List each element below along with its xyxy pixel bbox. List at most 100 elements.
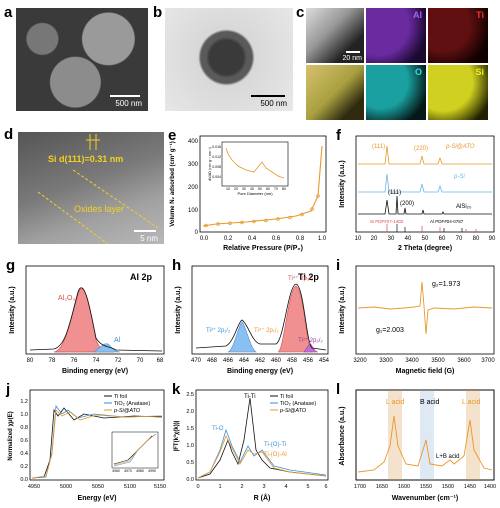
svg-text:80: 80: [473, 236, 480, 242]
svg-text:4: 4: [284, 484, 287, 490]
eds-map-overlay: [306, 65, 364, 120]
svg-text:Magnetic field (G): Magnetic field (G): [396, 368, 455, 375]
svg-text:1.0: 1.0: [186, 443, 194, 449]
panel-h: h Ti 2p Intensity (a.u.) Ti³⁺ 2p₁/₂ Ti⁴⁺…: [170, 256, 332, 378]
svg-text:1.0: 1.0: [318, 236, 327, 242]
svg-text:Ti foil: Ti foil: [280, 394, 293, 400]
xps-al-chart: g Al 2p Intensity (a.u.) Al₂O₃ Al 80 78 …: [6, 257, 165, 375]
svg-text:300: 300: [188, 162, 199, 168]
svg-text:Ti³⁺ 2p₃/₂: Ti³⁺ 2p₃/₂: [298, 337, 323, 344]
eds-map-al: Al: [366, 8, 426, 63]
svg-text:4970: 4970: [124, 469, 132, 473]
exafs-chart: k |FT(k³χ(k))| 0.0 0.5 1.0 1.5 2.0 2.5 T…: [172, 381, 329, 502]
panel-label-j: j: [5, 381, 10, 398]
eds-map-o: O: [366, 65, 426, 120]
epr-chart: i Intensity (a.u.) g₂=1.973 g₁=2.003 320…: [336, 257, 495, 375]
e-xlabel: Relative Pressure (P/P₀): [223, 245, 303, 252]
xrd-chart: f Intensity (a.u.) 10 20 30 40 50 60 70 …: [336, 127, 496, 252]
svg-text:Ti foil: Ti foil: [114, 394, 127, 400]
svg-text:3400: 3400: [405, 358, 419, 364]
svg-text:0.0: 0.0: [186, 477, 194, 483]
panel-d: d Si d(111)=0.31 nm Oxides layer 5 nm: [4, 126, 164, 246]
panel-label-h: h: [172, 257, 181, 274]
f-ylabel: Intensity (a.u.): [339, 160, 346, 207]
hrtem-image: Si d(111)=0.31 nm Oxides layer 5 nm: [18, 132, 164, 244]
svg-text:TiO₂ (Anatase): TiO₂ (Anatase): [280, 401, 316, 407]
panel-label-e: e: [168, 127, 176, 144]
haadf-image: 20 nm: [306, 8, 364, 63]
svg-text:80: 80: [282, 187, 286, 191]
svg-text:1500: 1500: [442, 484, 454, 490]
svg-text:4990: 4990: [148, 469, 156, 473]
svg-text:Ti⁴⁺ 2p₁/₂: Ti⁴⁺ 2p₁/₂: [254, 327, 280, 334]
svg-text:5000: 5000: [60, 484, 72, 490]
svg-text:(220): (220): [414, 146, 428, 152]
svg-text:Intensity (a.u.): Intensity (a.u.): [9, 286, 16, 333]
panel-label-i: i: [336, 257, 340, 274]
svg-text:10: 10: [355, 236, 362, 242]
oxide-layer-label: Oxides layer: [74, 204, 125, 214]
panel-j: j Normalized χμ(E) 0.0 0.2 0.4 0.6 0.8 1…: [4, 380, 168, 506]
svg-text:1450: 1450: [464, 484, 476, 490]
svg-text:0: 0: [195, 230, 199, 236]
panel-label-g: g: [6, 257, 15, 274]
svg-text:Si PDF#27-1402: Si PDF#27-1402: [370, 219, 404, 224]
svg-text:30: 30: [242, 187, 246, 191]
svg-text:72: 72: [115, 358, 122, 364]
svg-text:Binding energy (eV): Binding energy (eV): [227, 368, 293, 375]
svg-text:1: 1: [218, 484, 221, 490]
svg-text:L+B acid: L+B acid: [436, 454, 460, 460]
svg-text:0.6: 0.6: [272, 236, 281, 242]
panel-label-k: k: [172, 381, 181, 398]
svg-text:5150: 5150: [154, 484, 166, 490]
svg-text:3200: 3200: [353, 358, 367, 364]
svg-text:p-Si@ATO: p-Si@ATO: [279, 408, 307, 414]
svg-text:0.2: 0.2: [224, 236, 233, 242]
svg-text:Intensity (a.u.): Intensity (a.u.): [339, 286, 346, 333]
svg-text:(111): (111): [372, 144, 385, 150]
eds-map-ti: Ti: [428, 8, 488, 63]
panel-f: f Intensity (a.u.) 10 20 30 40 50 60 70 …: [334, 126, 498, 256]
panel-c: c 20 nm Al Ti O Si: [296, 4, 496, 122]
svg-text:0.004: 0.004: [212, 175, 221, 179]
svg-text:462: 462: [255, 358, 266, 364]
pyridine-ir-chart: l Absorbance (a.u.) L acid B acid L acid…: [336, 381, 496, 502]
svg-text:70: 70: [456, 236, 463, 242]
svg-text:0.8: 0.8: [20, 425, 28, 431]
svg-text:1650: 1650: [376, 484, 388, 490]
svg-text:Wavenumber (cm⁻¹): Wavenumber (cm⁻¹): [392, 495, 458, 502]
panel-k: k |FT(k³χ(k))| 0.0 0.5 1.0 1.5 2.0 2.5 T…: [170, 380, 332, 506]
scale-label-a: 500 nm: [115, 99, 142, 108]
svg-text:458: 458: [287, 358, 298, 364]
element-ti: Ti: [476, 10, 484, 20]
svg-text:(200): (200): [400, 201, 414, 207]
svg-text:Ti-O: Ti-O: [212, 426, 224, 432]
svg-text:Ti-(O)-Al: Ti-(O)-Al: [264, 452, 287, 458]
svg-text:Ti³⁺ 2p₁/₂: Ti³⁺ 2p₁/₂: [206, 327, 231, 334]
svg-text:40: 40: [405, 236, 412, 242]
element-si: Si: [475, 67, 484, 77]
svg-text:L acid: L acid: [462, 399, 481, 406]
lattice-label: Si d(111)=0.31 nm: [48, 154, 124, 164]
svg-text:0.4: 0.4: [248, 236, 257, 242]
svg-text:50: 50: [422, 236, 429, 242]
xps-ti-chart: h Ti 2p Intensity (a.u.) Ti³⁺ 2p₁/₂ Ti⁴⁺…: [172, 257, 330, 375]
eds-map-si: Si: [428, 65, 488, 120]
svg-text:1.0: 1.0: [20, 412, 28, 418]
panel-label-f: f: [336, 127, 342, 144]
sem-image-a: 500 nm: [16, 8, 148, 111]
svg-text:(111): (111): [388, 190, 401, 196]
svg-text:p-Si@ATO: p-Si@ATO: [445, 144, 475, 150]
svg-text:470: 470: [191, 358, 202, 364]
svg-text:L acid: L acid: [386, 399, 405, 406]
svg-text:Al₂O₃: Al₂O₃: [58, 295, 75, 302]
svg-text:Absorbance (a.u.): Absorbance (a.u.): [339, 406, 346, 465]
svg-text:3: 3: [262, 484, 265, 490]
svg-text:100: 100: [188, 208, 199, 214]
e-ylabel: Volume N₂ adsorbed (cm³ g⁻¹): [169, 141, 176, 226]
svg-text:456: 456: [303, 358, 314, 364]
svg-text:464: 464: [239, 358, 250, 364]
panel-b: b 500 nm: [153, 4, 293, 112]
tem-image-b: 500 nm: [165, 8, 293, 111]
element-al: Al: [413, 10, 422, 20]
